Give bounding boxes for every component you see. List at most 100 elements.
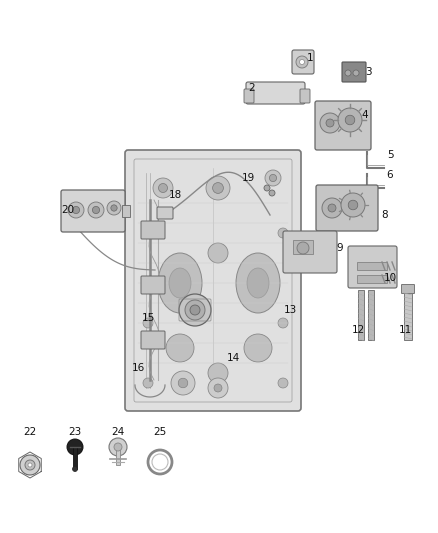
FancyBboxPatch shape bbox=[141, 276, 165, 294]
Circle shape bbox=[326, 119, 334, 127]
Circle shape bbox=[171, 371, 195, 395]
Text: 16: 16 bbox=[131, 363, 145, 373]
Text: 8: 8 bbox=[381, 210, 389, 220]
Text: 18: 18 bbox=[168, 190, 182, 200]
Circle shape bbox=[143, 378, 153, 388]
Text: 3: 3 bbox=[365, 67, 371, 77]
Circle shape bbox=[208, 363, 228, 383]
Text: 15: 15 bbox=[141, 313, 155, 323]
Ellipse shape bbox=[169, 268, 191, 298]
Circle shape bbox=[190, 305, 200, 315]
Circle shape bbox=[338, 108, 362, 132]
Circle shape bbox=[107, 201, 121, 215]
FancyBboxPatch shape bbox=[125, 150, 301, 411]
Circle shape bbox=[208, 378, 228, 398]
Ellipse shape bbox=[158, 253, 202, 313]
FancyBboxPatch shape bbox=[61, 190, 125, 232]
Circle shape bbox=[179, 294, 211, 326]
Circle shape bbox=[341, 193, 365, 217]
Circle shape bbox=[28, 463, 32, 467]
Circle shape bbox=[300, 60, 304, 64]
Text: 6: 6 bbox=[387, 170, 393, 180]
Circle shape bbox=[353, 70, 359, 76]
Circle shape bbox=[143, 318, 153, 328]
FancyBboxPatch shape bbox=[342, 62, 366, 82]
Text: 2: 2 bbox=[249, 83, 255, 93]
Circle shape bbox=[20, 455, 40, 475]
Text: 19: 19 bbox=[241, 173, 254, 183]
Text: 4: 4 bbox=[362, 110, 368, 120]
Text: 5: 5 bbox=[387, 150, 393, 160]
Circle shape bbox=[348, 200, 358, 210]
Circle shape bbox=[109, 438, 127, 456]
Circle shape bbox=[264, 185, 270, 191]
Text: 12: 12 bbox=[351, 325, 364, 335]
Circle shape bbox=[166, 334, 194, 362]
Circle shape bbox=[178, 378, 188, 388]
Bar bbox=[357, 275, 387, 283]
Text: 25: 25 bbox=[153, 427, 166, 437]
FancyBboxPatch shape bbox=[300, 89, 310, 103]
Circle shape bbox=[322, 198, 342, 218]
Circle shape bbox=[269, 174, 277, 182]
Circle shape bbox=[159, 183, 167, 192]
FancyBboxPatch shape bbox=[157, 207, 173, 219]
Text: 14: 14 bbox=[226, 353, 240, 363]
FancyBboxPatch shape bbox=[348, 246, 397, 288]
FancyBboxPatch shape bbox=[315, 101, 371, 150]
Circle shape bbox=[88, 202, 104, 218]
Circle shape bbox=[111, 205, 117, 211]
Bar bbox=[357, 262, 387, 270]
Bar bbox=[404, 290, 412, 340]
Circle shape bbox=[296, 56, 308, 68]
Ellipse shape bbox=[247, 268, 269, 298]
Circle shape bbox=[143, 228, 153, 238]
FancyBboxPatch shape bbox=[283, 231, 337, 273]
Circle shape bbox=[114, 443, 122, 451]
FancyBboxPatch shape bbox=[316, 185, 378, 231]
Circle shape bbox=[73, 466, 78, 472]
Text: 13: 13 bbox=[283, 305, 297, 315]
Circle shape bbox=[345, 115, 355, 125]
Circle shape bbox=[212, 183, 223, 193]
Circle shape bbox=[269, 190, 275, 196]
Circle shape bbox=[278, 228, 288, 238]
Circle shape bbox=[214, 384, 222, 392]
Circle shape bbox=[185, 300, 205, 320]
Circle shape bbox=[206, 176, 230, 200]
FancyBboxPatch shape bbox=[246, 82, 305, 104]
FancyBboxPatch shape bbox=[141, 331, 165, 349]
Circle shape bbox=[208, 243, 228, 263]
Circle shape bbox=[67, 439, 83, 455]
Bar bbox=[293, 240, 313, 254]
Circle shape bbox=[72, 206, 80, 214]
FancyBboxPatch shape bbox=[244, 89, 254, 103]
Circle shape bbox=[320, 113, 340, 133]
Circle shape bbox=[265, 170, 281, 186]
Circle shape bbox=[153, 178, 173, 198]
Circle shape bbox=[278, 318, 288, 328]
Ellipse shape bbox=[236, 253, 280, 313]
FancyBboxPatch shape bbox=[141, 221, 165, 239]
FancyBboxPatch shape bbox=[292, 50, 314, 74]
Circle shape bbox=[278, 378, 288, 388]
Text: 20: 20 bbox=[61, 205, 74, 215]
Bar bbox=[368, 290, 374, 340]
Circle shape bbox=[297, 242, 309, 254]
Circle shape bbox=[328, 204, 336, 212]
Bar bbox=[122, 205, 130, 217]
Circle shape bbox=[92, 206, 99, 214]
Circle shape bbox=[345, 70, 351, 76]
Bar bbox=[358, 290, 364, 340]
Text: 22: 22 bbox=[23, 427, 37, 437]
Text: 9: 9 bbox=[337, 243, 343, 253]
Circle shape bbox=[244, 334, 272, 362]
FancyBboxPatch shape bbox=[402, 285, 414, 294]
Circle shape bbox=[25, 460, 35, 470]
Text: 1: 1 bbox=[307, 53, 313, 63]
Text: 24: 24 bbox=[111, 427, 125, 437]
Bar bbox=[116, 447, 120, 465]
Circle shape bbox=[68, 202, 84, 218]
Text: 11: 11 bbox=[399, 325, 412, 335]
Bar bbox=[73, 447, 77, 469]
